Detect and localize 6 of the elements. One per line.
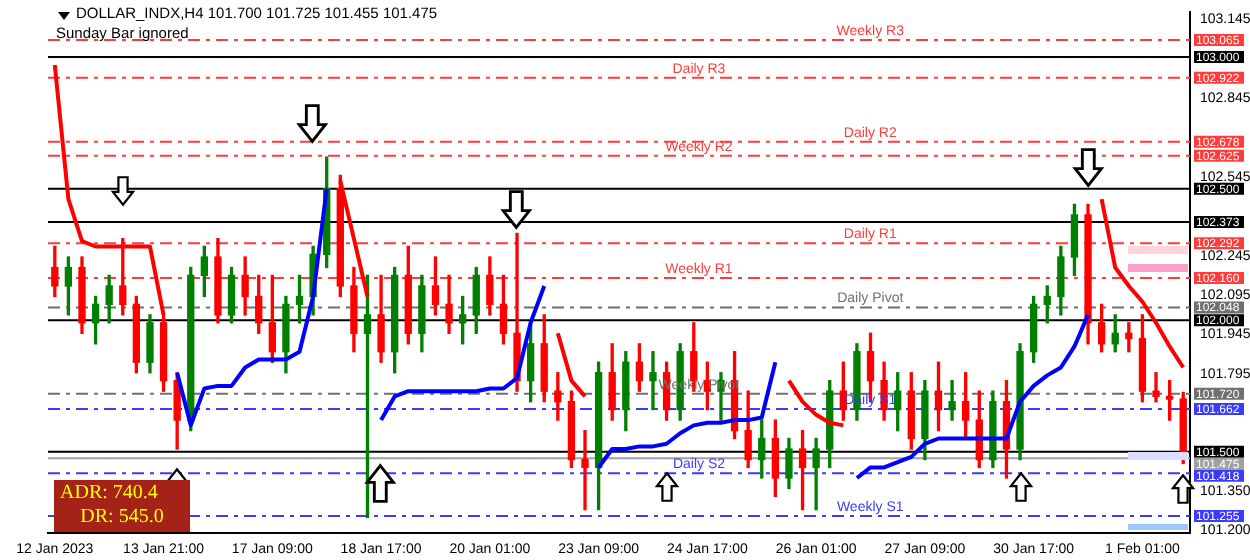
candlestick xyxy=(581,429,589,511)
annotation: ADR: 740.4 xyxy=(60,482,160,506)
candlestick xyxy=(1152,372,1160,403)
annotation: DR: 545.0 xyxy=(78,506,166,530)
candlestick xyxy=(948,379,956,421)
candlestick xyxy=(649,351,657,411)
